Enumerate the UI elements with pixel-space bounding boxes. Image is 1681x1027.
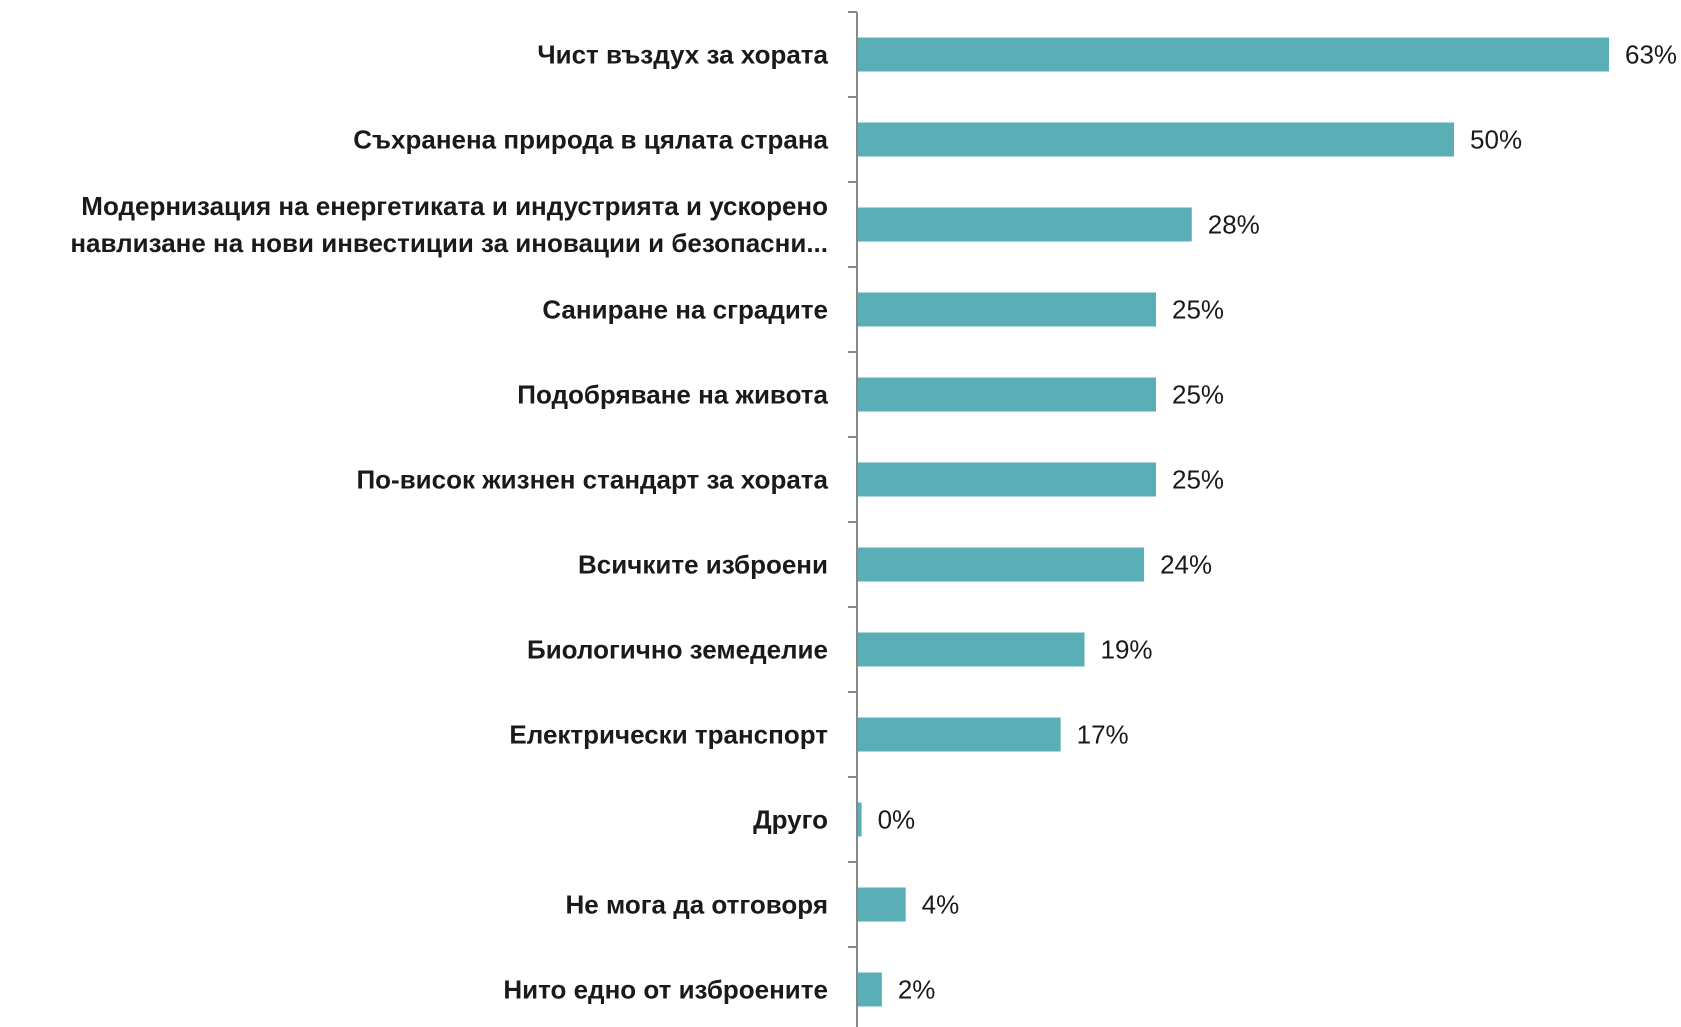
bar	[858, 802, 862, 837]
bar	[858, 972, 882, 1007]
axis-layer	[848, 11, 858, 1027]
category-label: Саниране на сградите	[542, 295, 828, 325]
value-label: 50%	[1470, 125, 1522, 155]
category-label: Не мога да отговоря	[565, 890, 828, 920]
value-label: 25%	[1172, 465, 1224, 495]
category-label: Модернизация на енергетиката и индустрия…	[81, 191, 828, 221]
value-label: 4%	[922, 890, 960, 920]
value-labels: 63% 50% 28% 25% 25% 25% 24% 19% 17% 0% 4% 2%	[878, 40, 1677, 1005]
bar	[858, 632, 1085, 667]
category-label: Чист въздух за хората	[537, 40, 828, 70]
value-label: 19%	[1100, 635, 1152, 665]
bar	[858, 462, 1157, 497]
category-label: Друго	[753, 805, 828, 835]
value-label: 28%	[1208, 210, 1260, 240]
bars-layer	[858, 37, 1609, 1007]
bar	[858, 547, 1145, 582]
category-labels: Чист въздух за хората Съхранена природа в…	[70, 40, 828, 1005]
value-label: 25%	[1172, 380, 1224, 410]
category-label: Подобряване на живота	[517, 380, 828, 410]
value-label: 17%	[1077, 720, 1129, 750]
bar	[858, 377, 1157, 412]
category-label: Всичките изброени	[578, 550, 828, 580]
value-label: 24%	[1160, 550, 1212, 580]
category-label: Нито едно от изброените	[503, 975, 828, 1005]
category-label: Съхранена природа в цялата страна	[353, 125, 828, 155]
category-label: навлизане на нови инвестиции за иновации…	[70, 228, 828, 258]
category-label: По-висок жизнен стандарт за хората	[356, 465, 828, 495]
value-label: 0%	[878, 805, 916, 835]
value-label: 2%	[898, 975, 936, 1005]
category-label: Електрически транспорт	[509, 720, 828, 750]
bar	[858, 717, 1061, 752]
bar	[858, 207, 1192, 242]
bar	[858, 292, 1157, 327]
category-label: Биологично земеделие	[527, 635, 828, 665]
value-label: 63%	[1625, 40, 1677, 70]
value-label: 25%	[1172, 295, 1224, 325]
bar	[858, 37, 1609, 72]
bar	[858, 887, 906, 922]
bar	[858, 122, 1455, 157]
